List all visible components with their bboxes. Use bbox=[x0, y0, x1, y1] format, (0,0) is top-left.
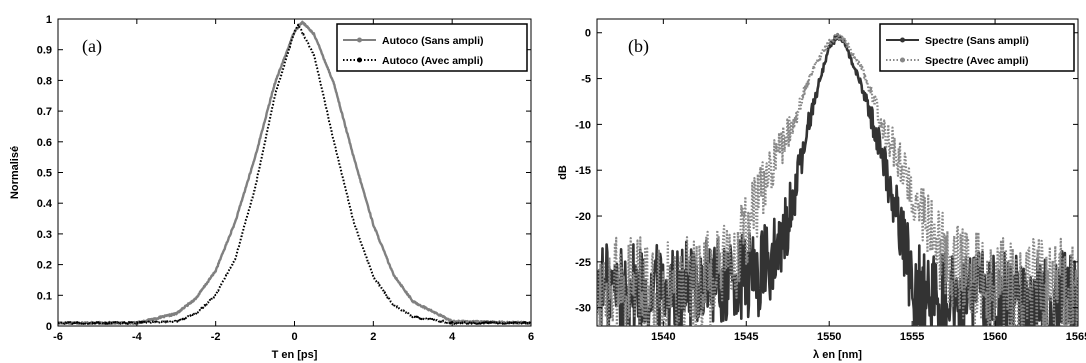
x-tick-label-b-1: 1545 bbox=[734, 331, 758, 343]
x-tick-label-b-2: 1550 bbox=[817, 331, 841, 343]
x-tick-label-a-4: 2 bbox=[370, 331, 376, 343]
y-axis-label-b: dB bbox=[557, 165, 569, 180]
y-tick-label-a-9: 0.9 bbox=[37, 45, 52, 57]
y-tick-label-a-3: 0.3 bbox=[37, 229, 52, 241]
y-tick-label-a-7: 0.7 bbox=[37, 106, 52, 118]
x-tick-label-b-5: 1565 bbox=[1066, 331, 1086, 343]
legend-marker-b-0 bbox=[900, 37, 905, 43]
y-axis-label-a: Normalisé bbox=[9, 146, 21, 199]
chart-a: -6 -4 -2 0 2 4 600.10.20.30.40.50.60.70.80.91 … bbox=[9, 14, 534, 361]
y-tick-label-b-5: -25 bbox=[575, 257, 591, 269]
y-tick-label-b-1: -5 bbox=[581, 74, 591, 86]
legend-label-a-1: Autoco (Avec ampli) bbox=[382, 55, 483, 67]
y-tick-label-b-0: 0 bbox=[585, 28, 591, 40]
legend-marker-a-1 bbox=[357, 57, 362, 63]
y-tick-label-a-5: 0.5 bbox=[37, 168, 52, 180]
x-tick-label-a-1: -4 bbox=[132, 331, 143, 343]
legend-label-b-1: Spectre (Avec ampli) bbox=[925, 55, 1028, 67]
x-tick-label-a-3: 0 bbox=[291, 331, 297, 343]
legend-b: Spectre (Sans ampli) Spectre (Avec ampli… bbox=[879, 23, 1075, 72]
y-tick-label-a-2: 0.2 bbox=[37, 260, 52, 272]
x-tick-label-a-2: -2 bbox=[211, 331, 221, 343]
legend-label-b-0: Spectre (Sans ampli) bbox=[925, 35, 1029, 47]
y-tick-label-b-6: -30 bbox=[575, 303, 591, 315]
x-tick-label-b-4: 1560 bbox=[983, 331, 1007, 343]
x-axis-label-b: λ en [nm] bbox=[813, 349, 862, 361]
y-tick-label-a-1: 0.1 bbox=[37, 290, 52, 302]
y-tick-label-a-10: 1 bbox=[46, 14, 52, 26]
legend-a: Autoco (Sans ampli) Autoco (Avec ampli) bbox=[336, 23, 528, 72]
y-tick-label-a-0: 0 bbox=[46, 321, 52, 333]
legend-marker-a-0 bbox=[357, 37, 362, 43]
legend-box-b bbox=[879, 23, 1075, 72]
x-tick-label-a-0: -6 bbox=[53, 331, 63, 343]
x-tick-label-b-0: 1540 bbox=[651, 331, 675, 343]
x-tick-label-b-3: 1555 bbox=[900, 331, 924, 343]
x-tick-label-a-6: 6 bbox=[528, 331, 534, 343]
y-tick-label-a-6: 0.6 bbox=[37, 137, 52, 149]
y-tick-label-b-4: -20 bbox=[575, 211, 591, 223]
panel-label-b: (b) bbox=[628, 36, 649, 57]
y-tick-label-b-2: -10 bbox=[575, 119, 591, 131]
y-tick-label-b-3: -15 bbox=[575, 165, 591, 177]
panel-label-a: (a) bbox=[82, 36, 102, 57]
legend-box-a bbox=[336, 23, 528, 72]
x-axis-label-a: T en [ps] bbox=[272, 349, 318, 361]
series-line-b-1 bbox=[597, 32, 1078, 326]
legend-label-a-0: Autoco (Sans ampli) bbox=[382, 35, 484, 47]
x-tick-label-a-5: 4 bbox=[449, 331, 456, 343]
legend-marker-b-1 bbox=[900, 57, 905, 63]
y-tick-label-a-8: 0.8 bbox=[37, 75, 52, 87]
y-tick-label-a-4: 0.4 bbox=[37, 198, 53, 210]
chart-b: 1540 1545 1550 1555 1560 1565 0 -5 -10 -15 -20 -25 -… bbox=[557, 18, 1086, 361]
